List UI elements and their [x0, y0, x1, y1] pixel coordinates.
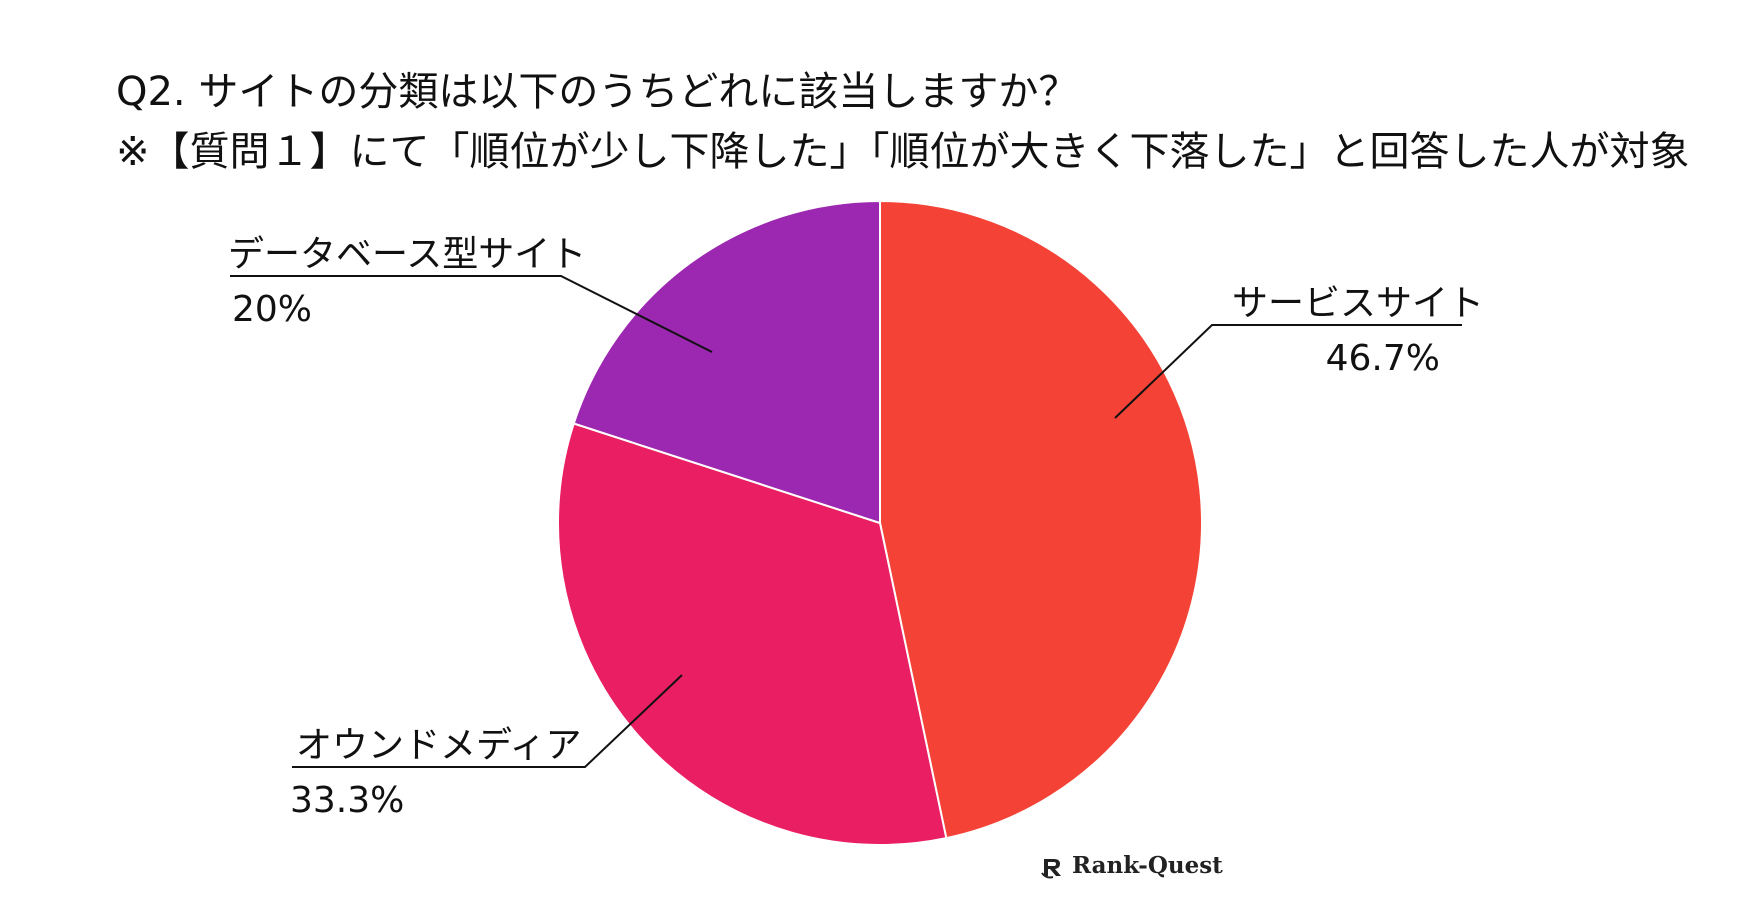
- slice-value-label-3: 20%: [232, 289, 312, 330]
- pie-slice-1: [879, 199, 1203, 840]
- leader-lines: [230, 275, 1462, 768]
- pie-slices: [557, 199, 1203, 846]
- slice-value-label-2: 33.3%: [290, 780, 404, 821]
- slice-name-label-1: サービスサイト: [1232, 283, 1484, 324]
- leader-line-3: [230, 275, 713, 353]
- leader-line-1: [1114, 324, 1462, 419]
- leader-line-2: [292, 674, 683, 768]
- pie-slice-3: [572, 199, 881, 525]
- pie-slice-2: [557, 422, 948, 846]
- chart-title: Q2. サイトの分類は以下のうちどれに該当しますか？: [116, 69, 1079, 115]
- watermark-text: Rank-Quest: [1072, 852, 1223, 879]
- rank-quest-logo: Rank-Quest: [1040, 852, 1223, 879]
- slice-name-label-2: オウンドメディア: [296, 725, 581, 766]
- slice-value-label-1: 46.7%: [1326, 338, 1440, 379]
- chart-subtitle: ※【質問１】にて「順位が少し下降した」「順位が大きく下落した」と回答した人が対象: [116, 129, 1690, 175]
- slice-labels: サービスサイト 46.7% オウンドメディア 33.3% データベース型サイト 20%: [228, 234, 1484, 821]
- rank-quest-logo-icon: [1041, 858, 1061, 878]
- slice-name-label-3: データベース型サイト: [228, 234, 586, 275]
- chart-title-block: Q2. サイトの分類は以下のうちどれに該当しますか？ ※【質問１】にて「順位が少…: [116, 62, 1690, 182]
